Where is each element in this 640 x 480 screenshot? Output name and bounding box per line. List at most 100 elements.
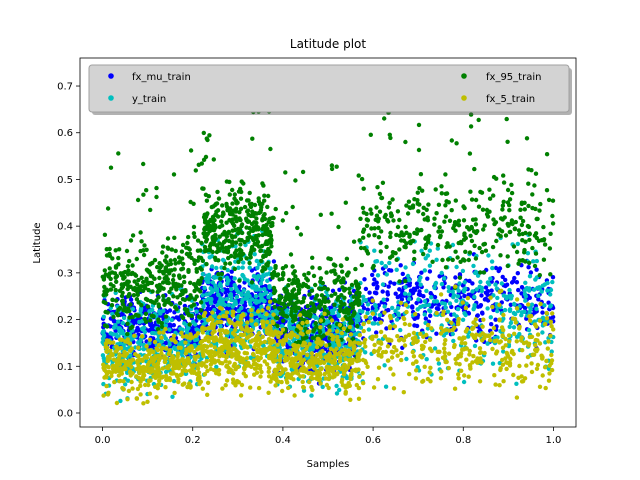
point-fx-mu-train [423,316,428,321]
point-fx-5-train [134,374,139,379]
point-fx-95-train [262,266,268,272]
point-fx-95-train [169,247,174,252]
point-y-train [511,310,517,316]
point-fx-95-train [290,204,295,210]
point-fx-95-train [177,301,183,306]
point-fx-5-train [111,357,117,362]
point-fx-95-train [426,233,432,239]
point-fx-5-train [162,354,167,359]
point-y-train [446,288,452,294]
point-y-train [515,241,520,247]
point-fx-95-train [114,279,119,284]
point-fx-95-train [421,251,426,257]
point-fx-95-train [526,224,532,230]
point-y-train [178,341,183,346]
point-fx-95-train [403,245,408,250]
point-fx-95-train [238,242,243,247]
point-fx-95-train [356,302,361,307]
point-fx-95-train [322,285,327,290]
point-fx-95-train [390,197,395,202]
point-fx-95-train [184,251,190,257]
point-fx-5-train [223,359,228,364]
point-fx-95-train [142,243,147,248]
point-fx-95-train [167,271,172,276]
point-fx-5-train [159,347,164,352]
point-fx-5-train [256,385,262,391]
point-fx-5-train [224,354,229,360]
point-fx-95-train [478,270,483,275]
point-fx-95-train [225,246,230,251]
point-fx-95-train [169,302,174,307]
point-fx-mu-train [479,293,484,298]
point-fx-95-train [215,189,220,195]
point-fx-5-train [119,370,124,375]
point-y-train [206,279,211,285]
point-y-train [245,278,250,283]
point-fx-95-train [522,207,527,212]
point-y-train [340,334,345,339]
point-fx-95-train [313,282,318,288]
point-fx-95-train [377,209,383,214]
point-fx-95-train [248,255,253,260]
point-fx-95-train [473,197,479,203]
point-fx-5-train [144,355,150,360]
point-y-train [456,288,461,293]
point-fx-95-train [317,329,323,335]
point-fx-95-train [341,279,346,285]
point-fx-95-train [403,278,408,284]
point-fx-5-train [249,318,254,323]
point-fx-95-train [416,209,421,214]
point-fx-mu-train [309,295,314,300]
point-fx-95-train [237,216,242,221]
point-fx-95-train [192,288,197,294]
point-fx-95-train [211,226,216,231]
point-fx-5-train [163,373,169,379]
point-fx-95-train [423,236,428,241]
point-fx-95-train [247,260,252,266]
point-y-train [169,317,174,323]
point-fx-95-train [252,202,258,208]
point-fx-5-train [268,332,273,337]
point-fx-95-train [184,245,189,250]
point-fx-95-train [286,302,291,307]
point-fx-95-train [453,198,458,203]
point-fx-95-train [199,240,204,246]
point-fx-95-train [507,208,512,213]
point-fx-95-train [304,335,309,340]
point-fx-95-train [301,296,307,301]
point-fx-5-train [245,320,250,325]
point-fx-5-train [183,368,189,374]
point-fx-95-train [326,299,331,304]
point-fx-95-train [293,178,298,183]
point-fx-5-train [324,343,329,348]
point-fx-95-train [227,206,233,211]
point-y-train [387,260,392,266]
point-fx-95-train [399,238,404,243]
point-y-train [514,381,519,386]
point-y-train [527,274,533,279]
point-fx-95-train [230,240,235,245]
point-fx-95-train [227,261,233,266]
point-fx-mu-train [415,315,420,320]
point-fx-95-train [280,218,285,223]
point-fx-5-train [271,312,276,317]
point-y-train [334,391,340,396]
point-fx-95-train [456,218,462,223]
point-fx-95-train [218,276,223,281]
point-y-train [490,361,496,366]
point-fx-95-train [159,321,164,326]
point-fx-95-train [272,298,277,303]
point-y-train [241,288,246,293]
point-fx-mu-train [393,291,398,296]
point-fx-95-train [169,286,174,291]
point-fx-95-train [226,229,231,235]
point-fx-mu-train [432,294,438,300]
point-fx-95-train [501,199,506,204]
point-y-train [531,287,537,292]
point-fx-5-train [166,352,172,357]
point-fx-95-train [344,307,349,312]
point-fx-95-train [523,239,528,244]
point-fx-5-train [254,370,260,375]
point-fx-95-train [395,224,401,230]
point-y-train [529,302,535,307]
